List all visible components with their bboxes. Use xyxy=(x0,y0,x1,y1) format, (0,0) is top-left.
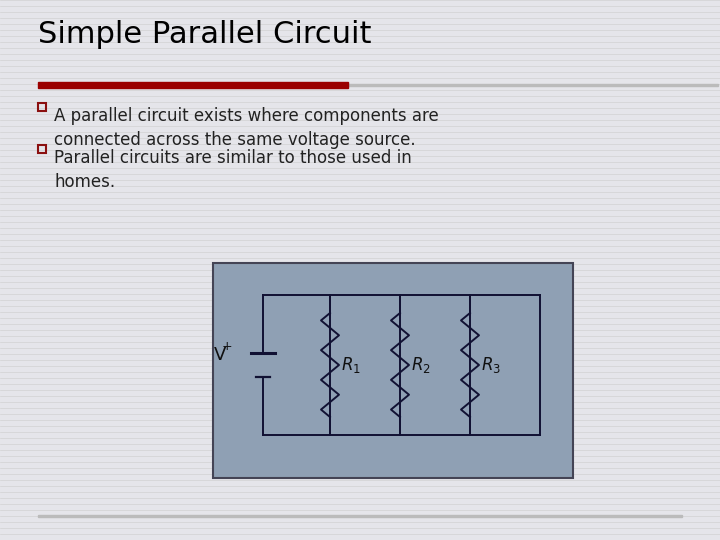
Bar xyxy=(213,263,573,478)
Text: A parallel circuit exists where components are
connected across the same voltage: A parallel circuit exists where componen… xyxy=(54,107,438,149)
Text: Simple Parallel Circuit: Simple Parallel Circuit xyxy=(38,20,372,49)
Text: +: + xyxy=(221,340,232,353)
Text: $R_1$: $R_1$ xyxy=(341,355,361,375)
Bar xyxy=(38,515,682,516)
Bar xyxy=(38,103,46,111)
Text: V: V xyxy=(214,346,226,364)
Bar xyxy=(348,84,718,86)
Text: $R_3$: $R_3$ xyxy=(481,355,501,375)
Bar xyxy=(38,82,348,88)
Text: $R_2$: $R_2$ xyxy=(411,355,431,375)
Text: Parallel circuits are similar to those used in
homes.: Parallel circuits are similar to those u… xyxy=(54,149,412,191)
Bar xyxy=(38,145,46,153)
